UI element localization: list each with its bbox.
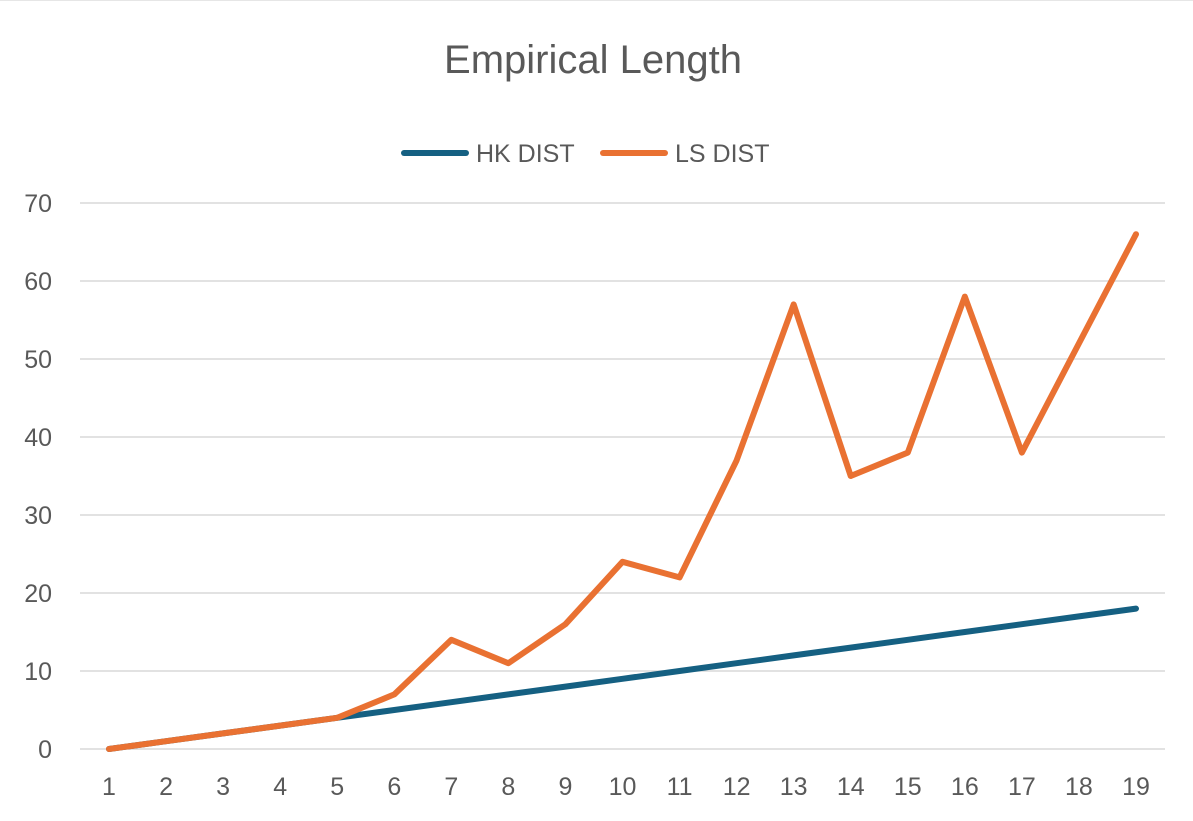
x-tick-label: 16 [951,773,979,801]
x-tick-label: 13 [780,773,808,801]
y-tick-label: 20 [24,580,52,608]
x-axis-tick-labels: 1 2 3 4 5 6 7 8 9 10 11 12 13 14 15 16 17 18 19 [102,773,1150,801]
y-tick-label: 0 [38,736,52,764]
legend-label-hk-dist: HK DIST [476,140,575,168]
x-tick-label: 10 [609,773,637,801]
y-tick-label: 40 [24,424,52,452]
x-tick-label: 12 [723,773,751,801]
y-tick-label: 10 [24,658,52,686]
x-tick-label: 15 [894,773,922,801]
series-line-ls-dist [106,231,1139,752]
x-tick-label: 14 [837,773,865,801]
x-tick-label: 8 [501,773,515,801]
y-tick-label: 70 [24,190,52,218]
x-tick-label: 5 [330,773,344,801]
x-tick-label: 9 [558,773,572,801]
x-tick-label: 6 [387,773,401,801]
x-tick-label: 11 [667,773,693,801]
x-tick-label: 1 [102,773,116,801]
y-axis-tick-labels: 0 10 20 30 40 50 60 70 [24,190,52,764]
x-tick-label: 7 [444,773,458,801]
x-tick-label: 2 [159,773,173,801]
chart-title: Empirical Length [444,38,742,82]
gridlines [80,202,1165,750]
series-lines [106,231,1139,752]
chart-legend: HK DIST LS DIST [401,140,769,168]
y-tick-label: 50 [24,346,52,374]
x-tick-label: 18 [1065,773,1093,801]
x-tick-label: 3 [216,773,230,801]
legend-label-ls-dist: LS DIST [675,140,769,168]
x-tick-label: 19 [1122,773,1150,801]
y-tick-label: 60 [24,268,52,296]
x-tick-label: 17 [1008,773,1036,801]
x-tick-label: 4 [273,773,287,801]
y-tick-label: 30 [24,502,52,530]
